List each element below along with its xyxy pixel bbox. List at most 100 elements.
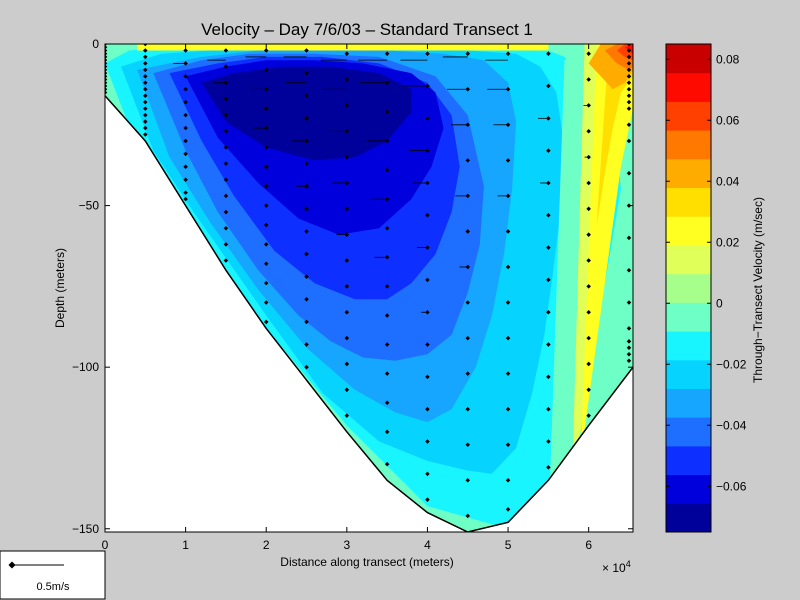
station-point-13-22	[626, 358, 632, 363]
station-point-5-11	[304, 297, 309, 302]
colorbar-band-9	[666, 244, 711, 275]
station-point-13-17	[626, 300, 632, 305]
station-point-0-4	[105, 54, 108, 60]
station-point-5-9	[304, 251, 309, 257]
station-point-8-7	[425, 277, 430, 283]
station-point-9-2	[465, 122, 471, 128]
station-point-12-10	[586, 309, 591, 315]
station-point-9-11	[465, 442, 471, 448]
vector-scale-arrow-dot	[8, 561, 16, 569]
station-point-13-16	[626, 267, 632, 273]
colorbar-tick-label-3: 0.02	[716, 235, 740, 249]
station-point-9-12	[465, 478, 471, 483]
station-point-0-11	[105, 77, 108, 82]
colorbar-band-10	[666, 216, 711, 246]
station-point-6-9	[344, 284, 350, 289]
station-point-5-13	[304, 342, 309, 347]
station-point-9-9	[465, 371, 471, 376]
colorbar-band-11	[666, 187, 711, 217]
station-point-0-7	[105, 64, 108, 69]
y-axis-ticks: 0 −50 −100 −150	[72, 37, 633, 536]
colorbar-band-16	[666, 44, 711, 74]
station-point-11-8	[546, 309, 551, 315]
colorbar-label: Through−Transect Velocity (m/sec)	[751, 197, 765, 383]
station-point-3-13	[223, 258, 229, 263]
station-point-8-14	[425, 497, 430, 502]
colorbar-band-2	[666, 445, 711, 476]
station-point-0-15	[105, 90, 108, 95]
colorbar-band-13	[666, 130, 711, 160]
station-point-5-0	[304, 48, 309, 53]
colorbar-tick-label-1: 0.06	[716, 113, 740, 127]
station-point-0-13	[105, 83, 108, 89]
contour-fill-layer	[105, 44, 633, 532]
station-point-0-14	[105, 86, 108, 92]
y-tick-label-3: −150	[72, 522, 99, 536]
seabed-line	[105, 95, 633, 532]
station-point-11-10	[546, 374, 551, 380]
station-point-0-0	[105, 44, 108, 47]
station-point-6-14	[344, 413, 350, 418]
station-point-7-6	[384, 225, 390, 231]
station-point-1-2	[143, 54, 148, 60]
station-point-12-8	[586, 258, 591, 263]
station-point-13-18	[626, 326, 632, 331]
station-point-10-8	[505, 335, 511, 341]
station-point-8-12	[425, 439, 430, 444]
colorbar-band-6	[666, 331, 711, 361]
station-point-5-1	[304, 70, 309, 76]
station-point-1-3	[143, 61, 148, 66]
station-point-5-3	[304, 116, 309, 121]
station-point-4-8	[263, 203, 269, 208]
station-point-9-3	[465, 158, 471, 163]
colorbar-tick-label-2: 0.04	[716, 174, 740, 188]
station-point-10-9	[505, 371, 511, 376]
station-point-0-8	[105, 67, 108, 73]
station-point-12-13	[586, 387, 591, 393]
colorbar-band-7	[666, 302, 711, 332]
station-point-8-10	[425, 374, 430, 380]
station-point-5-8	[304, 229, 309, 234]
station-point-12-14	[586, 413, 591, 418]
colorbar-ticks: 0.08 0.06 0.04 0.02 0 −0.02 −0.04 −0.06	[666, 52, 747, 493]
x-multiplier-exponent: 4	[626, 559, 631, 569]
colorbar-tick-label-4: 0	[716, 296, 723, 310]
station-point-10-6	[505, 264, 511, 270]
x-tick-label-2: 2	[263, 538, 270, 552]
vector-scale-label: 0.5m/s	[36, 581, 70, 593]
station-point-5-10	[304, 274, 309, 279]
x-axis-label: Distance along transect (meters)	[280, 555, 453, 569]
station-point-12-11	[586, 335, 591, 341]
station-point-7-14	[384, 461, 390, 467]
colorbar-band-5	[666, 359, 711, 389]
station-point-12-9	[586, 284, 591, 289]
station-point-13-21	[626, 351, 632, 357]
station-point-0-10	[105, 74, 108, 79]
station-point-0-9	[105, 70, 108, 76]
x-tick-label-1: 1	[182, 538, 189, 552]
station-point-10-7	[505, 300, 511, 305]
station-point-5-7	[304, 206, 309, 212]
station-point-9-4	[465, 193, 471, 199]
station-point-10-13	[505, 507, 511, 512]
station-point-9-8	[465, 335, 471, 341]
station-point-9-10	[465, 406, 471, 412]
x-axis-ticks: 0 1 2 3 4 5 6	[102, 44, 592, 552]
station-point-4-12	[263, 280, 269, 286]
chart-title: Velocity – Day 7/6/03 – Standard Transec…	[201, 20, 533, 39]
x-tick-label-6: 6	[585, 538, 592, 552]
station-point-5-2	[304, 93, 309, 98]
station-point-5-14	[304, 364, 309, 370]
station-point-12-12	[586, 361, 591, 367]
station-point-6-10	[344, 309, 350, 315]
colorbar	[666, 44, 711, 533]
station-point-4-11	[263, 261, 269, 267]
station-point-4-7	[263, 183, 269, 189]
colorbar-frame	[665, 43, 712, 533]
colorbar-tick-label-0: 0.08	[716, 52, 740, 66]
station-point-9-13	[465, 513, 471, 519]
y-tick-label-1: −50	[79, 199, 100, 213]
station-point-10-10	[505, 406, 511, 412]
station-point-6-8	[344, 258, 350, 263]
